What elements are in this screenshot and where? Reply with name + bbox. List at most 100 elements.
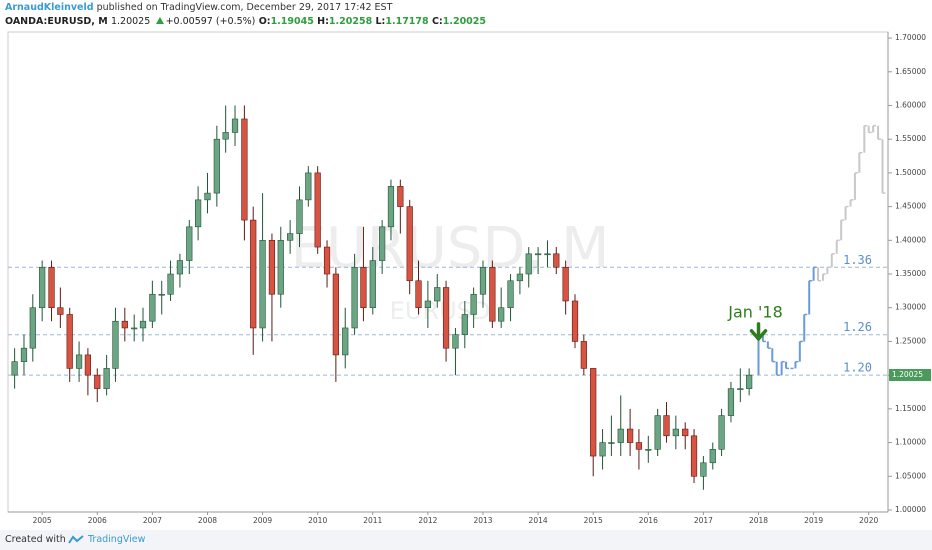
- level-label: 1.20: [843, 361, 872, 375]
- candle-body: [507, 280, 514, 309]
- candle-body: [580, 341, 587, 369]
- symbol: OANDA:EURUSD, M: [5, 16, 108, 27]
- candle-body: [682, 428, 689, 437]
- change: +0.00597 (+0.5%): [165, 16, 256, 27]
- candle-body: [268, 240, 276, 295]
- y-tick-label: 1.00000: [895, 505, 926, 514]
- candle-body: [406, 206, 413, 282]
- candle-body: [351, 266, 358, 329]
- candle-body: [222, 132, 229, 140]
- candle-body: [332, 273, 339, 356]
- x-tick-label: 2012: [418, 516, 437, 525]
- candle-body: [746, 374, 753, 389]
- candle-body: [369, 260, 376, 309]
- low: 1.17178: [385, 16, 429, 27]
- x-tick-label: 2017: [694, 516, 713, 525]
- author[interactable]: ArnaudKleinveld: [5, 2, 94, 13]
- annotation-arrow: [749, 322, 768, 342]
- candle-body: [663, 415, 670, 437]
- x-tick-label: 2006: [88, 516, 107, 525]
- candle-body: [112, 320, 119, 369]
- candle-body: [379, 226, 386, 261]
- y-tick-label: 1.35000: [895, 269, 926, 278]
- last-price-box: [889, 368, 931, 381]
- candle-body: [204, 192, 211, 201]
- symbol-line: OANDA:EURUSD, M 1.20025 +0.00597 (+0.5%)…: [5, 16, 486, 27]
- y-tick-label: 1.25000: [895, 336, 926, 345]
- candle-body: [20, 347, 28, 362]
- candle-body: [231, 118, 239, 133]
- y-tick-label: 1.15000: [895, 404, 926, 413]
- candle-body: [470, 293, 477, 315]
- x-tick-label: 2015: [584, 516, 603, 525]
- annotation: Jan '18: [727, 302, 783, 321]
- last-price-label: 1.20025: [892, 370, 923, 379]
- x-tick-label: 2011: [363, 516, 382, 525]
- logo: [68, 535, 84, 544]
- x-tick-label: 2014: [529, 516, 548, 525]
- candle-body: [360, 266, 367, 309]
- candle-body: [250, 219, 257, 329]
- candle-body: [700, 462, 707, 477]
- candle-body: [737, 388, 744, 390]
- candle-body: [241, 118, 248, 221]
- candle-body: [186, 226, 193, 261]
- candle-body: [525, 253, 532, 275]
- candle-body: [516, 273, 524, 282]
- candle-body: [553, 253, 560, 268]
- open: 1.19045: [270, 16, 314, 27]
- x-tick-label: 2019: [804, 516, 823, 525]
- price: 1.20025: [110, 16, 151, 27]
- x-tick-label: 2016: [639, 516, 658, 525]
- candle-body: [387, 186, 395, 228]
- candle-body: [534, 253, 542, 256]
- published: published on TradingView.com, December 2…: [96, 2, 393, 13]
- up-arrow: [155, 17, 164, 24]
- level-label: 1.36: [843, 253, 872, 267]
- created-with: Created with: [5, 534, 66, 545]
- footer: Created with TradingView: [0, 530, 932, 550]
- candle-body: [121, 320, 128, 329]
- candle-body: [672, 428, 679, 437]
- h-label: H:: [317, 16, 329, 27]
- candle-body: [103, 368, 110, 389]
- candle-body: [314, 172, 321, 248]
- x-tick-label: 2020: [859, 516, 878, 525]
- candle-body: [277, 240, 284, 295]
- candle-body: [305, 172, 312, 201]
- y-tick-label: 1.05000: [895, 471, 926, 480]
- candle-body: [296, 199, 303, 234]
- candle-body: [544, 253, 551, 256]
- candle-body: [627, 428, 634, 443]
- y-tick-label: 1.55000: [895, 134, 926, 143]
- candle-body: [287, 233, 294, 241]
- candle-body: [709, 449, 716, 464]
- close: 1.20025: [442, 16, 487, 27]
- candle-body: [167, 273, 174, 295]
- y-tick-label: 1.10000: [895, 438, 926, 447]
- candle-body: [158, 293, 165, 296]
- candle-body: [139, 320, 147, 329]
- candle-body: [617, 428, 624, 443]
- candle-body: [635, 442, 643, 450]
- candle-body: [727, 388, 735, 416]
- candle-body: [479, 266, 487, 295]
- candle-body: [434, 287, 441, 302]
- brand[interactable]: TradingView: [88, 534, 146, 545]
- candle-body: [29, 307, 36, 349]
- candle-body: [590, 368, 597, 457]
- candle-body: [718, 415, 725, 450]
- candle-body: [342, 327, 349, 356]
- x-tick-label: 2013: [473, 516, 492, 525]
- candle-body: [442, 287, 450, 349]
- candle-body: [461, 314, 468, 335]
- x-tick-label: 2005: [33, 516, 52, 525]
- candle-body: [452, 334, 459, 349]
- candle-body: [176, 260, 184, 275]
- high: 1.20258: [328, 16, 373, 27]
- candle-body: [645, 449, 652, 451]
- plot-area: [7, 31, 889, 513]
- x-tick-label: 2018: [749, 516, 768, 525]
- candle-body: [194, 199, 202, 228]
- candle-body: [599, 442, 606, 457]
